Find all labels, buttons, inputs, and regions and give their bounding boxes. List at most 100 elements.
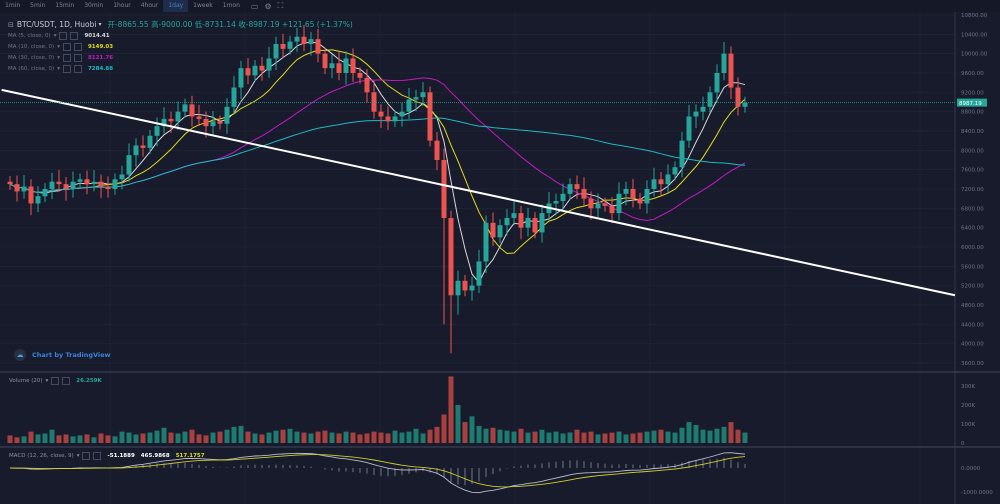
settings-icon[interactable] [59, 31, 68, 40]
candle-body [462, 280, 468, 291]
candle-body [91, 181, 97, 185]
volume-bar [399, 432, 405, 443]
candle-body [532, 217, 538, 233]
candle-body [217, 121, 223, 124]
candle-body [371, 92, 377, 112]
volume-bar [700, 429, 706, 443]
close-icon[interactable] [93, 452, 102, 460]
candle-body [273, 43, 279, 59]
tradingview-branding[interactable]: ☁ Chart by TradingView [14, 349, 111, 361]
timeframe-15min[interactable]: 15min [55, 2, 75, 9]
price-tick-label: 10800.00 [961, 13, 988, 19]
volume-bar [140, 433, 146, 443]
volume-bar [679, 427, 685, 443]
ma-label: MA (10, close, 0) [8, 43, 55, 50]
volume-bar [42, 433, 48, 443]
volume-tick-label: 100K [961, 422, 975, 428]
volume-value: 26.259K [76, 378, 102, 384]
volume-bar [574, 429, 580, 443]
ma-value: 7284.88 [87, 65, 114, 72]
candle-body [651, 179, 657, 189]
candle-body [574, 184, 580, 189]
ma-legend-row: MA (5, close, 0) ▾ 9014.41 [8, 30, 353, 41]
settings-icon[interactable] [82, 452, 91, 460]
candle-body [420, 92, 426, 98]
timeframe-1mon[interactable]: 1mon [222, 2, 240, 9]
close-icon[interactable] [73, 53, 82, 62]
price-tick-label: 4000.00 [961, 342, 984, 348]
chart-type-icon[interactable]: ▭ [250, 1, 259, 11]
settings-icon[interactable] [62, 53, 71, 62]
candle-body [721, 53, 727, 73]
volume-tick-label: 200K [961, 403, 975, 409]
timeframe-1day[interactable]: 1day [163, 0, 189, 12]
candle-body [658, 179, 664, 185]
timeframe-5min[interactable]: 5min [30, 2, 46, 9]
timeframe-1week[interactable]: 1week [193, 2, 213, 9]
close-icon[interactable] [73, 64, 82, 73]
price-tick-label: 7600.00 [961, 168, 984, 174]
volume-bar [525, 432, 531, 443]
settings-icon[interactable] [51, 377, 60, 385]
symbol-title[interactable]: BTC/USDT, 1D, Huobi [16, 20, 97, 29]
chevron-down-icon[interactable]: ▾ [98, 21, 102, 28]
candle-body [714, 72, 720, 93]
macd-legend: MACD (12, 26, close, 9) ▾ -51.1889 465.9… [9, 452, 205, 460]
timeframe-30min[interactable]: 30min [84, 2, 104, 9]
candle-body [553, 201, 559, 204]
volume-bar [119, 431, 125, 443]
candle-body [336, 63, 342, 73]
volume-bar [483, 428, 489, 443]
candle-body [602, 203, 608, 206]
volume-bar [245, 431, 251, 443]
fullscreen-icon[interactable]: ⛶ [277, 1, 284, 10]
chevron-down-icon[interactable]: ▾ [57, 54, 60, 61]
volume-bar [742, 432, 748, 443]
close-icon[interactable] [70, 31, 79, 40]
volume-bar [588, 431, 594, 443]
price-tick-label: 6000.00 [961, 245, 984, 251]
branding-text: Chart by TradingView [32, 351, 111, 359]
last-price-label: 8987.19 [959, 101, 982, 107]
timeframe-4hour[interactable]: 4hour [140, 2, 159, 9]
volume-bar [560, 433, 566, 443]
candle-body [665, 174, 671, 185]
volume-bar [728, 422, 734, 443]
chevron-down-icon[interactable]: ▾ [76, 453, 80, 459]
candle-body [385, 116, 391, 122]
candle-body [343, 58, 349, 73]
chevron-down-icon[interactable]: ▾ [57, 43, 60, 50]
timeframe-1hour[interactable]: 1hour [113, 2, 131, 9]
volume-bar [595, 434, 601, 443]
candle-body [189, 104, 195, 117]
volume-bar [182, 431, 188, 443]
volume-bar [175, 433, 181, 443]
settings-icon[interactable] [62, 64, 71, 73]
settings-icon[interactable] [62, 42, 71, 51]
candle-body [609, 205, 615, 214]
candle-body [161, 118, 167, 127]
volume-bar [35, 434, 41, 443]
macd-label: MACD (12, 26, close, 9) [9, 453, 74, 459]
price-tick-label: 8400.00 [961, 129, 984, 135]
chart-background [0, 12, 1000, 504]
candle-body [700, 106, 706, 112]
chevron-down-icon[interactable]: ▾ [57, 65, 60, 72]
volume-bar [497, 429, 503, 443]
volume-bar [231, 426, 237, 443]
volume-bar [161, 427, 167, 443]
chevron-down-icon[interactable]: ▾ [45, 378, 49, 384]
chevron-down-icon[interactable]: ▾ [53, 32, 57, 39]
volume-bar [518, 428, 524, 443]
settings-gear-icon[interactable]: ⚙ [264, 1, 272, 11]
candle-body [21, 186, 27, 192]
timeframe-1min[interactable]: 1min [5, 2, 21, 9]
close-icon[interactable] [73, 42, 82, 51]
candle-body [175, 111, 181, 122]
symbol-collapse-icon[interactable]: ⊟ [8, 20, 14, 29]
volume-bar [21, 436, 27, 443]
volume-bar [623, 434, 629, 443]
close-icon[interactable] [62, 377, 71, 385]
ma-label: MA (60, close, 0) [8, 65, 55, 72]
